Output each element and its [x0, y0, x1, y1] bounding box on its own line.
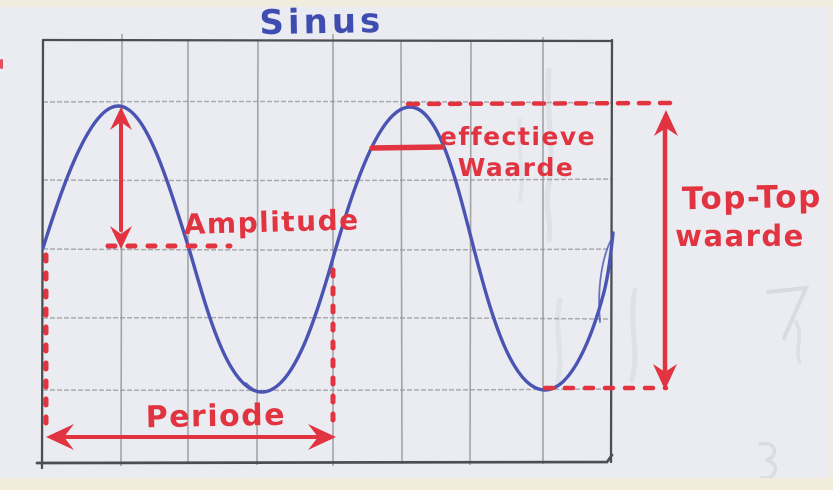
svg-text:waarde: waarde	[675, 219, 805, 253]
top-top-label: Top-Top waarde	[675, 179, 822, 253]
peak-dashed-line	[405, 100, 673, 107]
amplitude-label: Amplitude	[183, 203, 360, 241]
period-markers	[43, 252, 336, 450]
grid-border	[35, 38, 614, 470]
diagram-title: Sinus	[259, 1, 384, 43]
svg-text:Top-Top: Top-Top	[682, 179, 822, 217]
svg-text:effectieve: effectieve	[440, 122, 596, 151]
effective-value-line	[369, 144, 445, 151]
effective-value-label: effectieve Waarde	[440, 122, 596, 182]
period-label: Periode	[145, 398, 286, 435]
red-ink-speck	[0, 59, 3, 69]
period-arrow	[46, 424, 336, 450]
top-top-arrow	[653, 110, 678, 390]
ghost-marks	[517, 67, 810, 480]
svg-text:Waarde: Waarde	[458, 153, 575, 182]
amplitude-arrow	[105, 107, 233, 249]
grid	[35, 33, 614, 470]
